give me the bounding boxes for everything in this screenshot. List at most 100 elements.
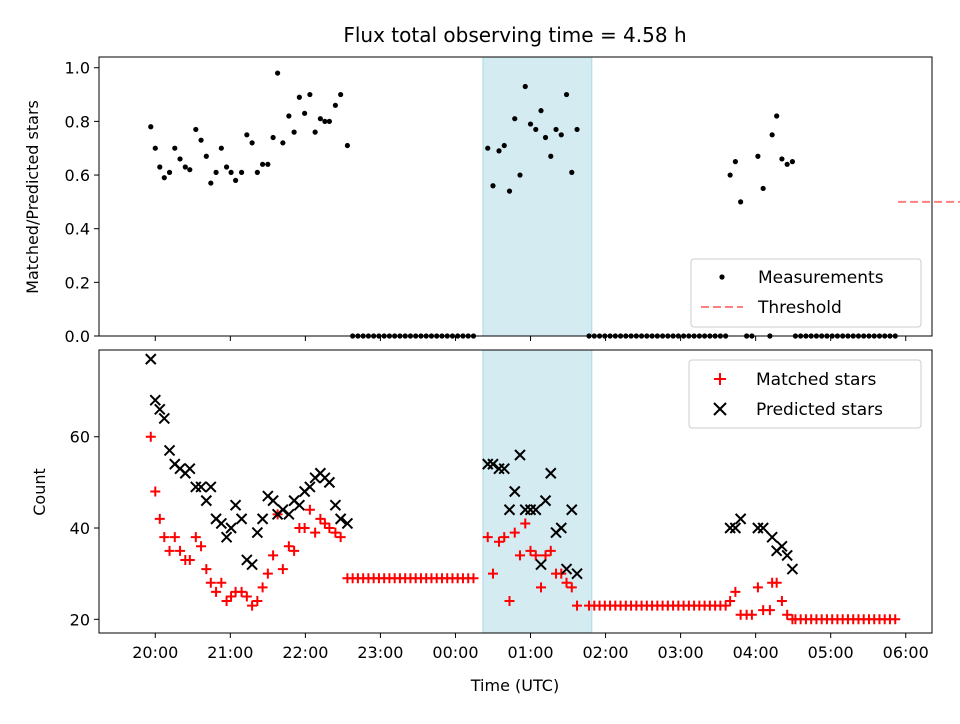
matched-star-point: [154, 513, 165, 524]
count-y-axis-label: Count: [30, 468, 49, 516]
measurement-point: [275, 70, 281, 76]
predicted-star-point: [329, 499, 342, 511]
measurement-point: [517, 172, 523, 178]
measurement-point: [789, 159, 796, 165]
x-tick-label: 01:00: [507, 643, 553, 662]
measurement-point: [569, 169, 575, 175]
matched-star-point: [277, 564, 288, 575]
matched-star-point: [746, 609, 757, 620]
matched-star-point: [184, 554, 195, 565]
measurement-point: [228, 169, 234, 175]
matched-star-point: [262, 568, 273, 579]
predicted-star-point: [781, 549, 793, 562]
x-tick-label: 23:00: [357, 643, 403, 662]
ratio-legend-box: [690, 258, 922, 328]
matched-star-point: [540, 550, 551, 561]
matched-star-point: [776, 596, 787, 607]
measurement-point: [238, 169, 245, 175]
legend-label-predicted: Predicted stars: [756, 400, 883, 420]
y-tick-label: 60: [70, 428, 90, 447]
measurement-point: [177, 156, 183, 162]
count-y-axis-ticks: 20 40 60: [70, 428, 99, 629]
predicted-star-point: [304, 481, 316, 493]
count-x-axis-ticks: 20:00 21:00 22:00 23:00 00:00 01:00 02:00 03:00…: [132, 633, 929, 662]
predicted-star-point: [283, 508, 295, 521]
matched-star-point: [890, 614, 901, 625]
predicted-star-point: [215, 517, 228, 530]
matched-star-point: [520, 518, 531, 529]
matched-star-point: [525, 545, 536, 556]
measurement-point: [307, 91, 313, 98]
matched-star-point: [782, 609, 793, 620]
matched-star-point: [764, 605, 775, 616]
measurement-point: [490, 183, 496, 189]
predicted-star-point: [535, 558, 547, 571]
matched-star-point: [164, 545, 175, 556]
predicted-star-point: [195, 481, 207, 493]
predicted-star-point: [341, 517, 354, 530]
measurements-series: [148, 70, 898, 339]
matched-star-point: [304, 504, 315, 515]
x-axis-label: Time (UTC): [470, 676, 559, 695]
observing-window-2: [482, 349, 593, 634]
predicted-star-point: [184, 462, 196, 475]
matched-star-point: [504, 596, 515, 607]
matched-star-point: [221, 596, 232, 607]
matched-star-point: [509, 527, 520, 538]
measurement-point: [538, 108, 544, 114]
matched-star-point: [205, 577, 216, 588]
measurement-point: [223, 164, 230, 170]
measurement-point: [344, 142, 350, 149]
y-tick-label: 0.8: [65, 112, 90, 131]
chart-title: Flux total observing time = 4.58 h: [343, 23, 686, 47]
legend-marker-predicted: [713, 402, 727, 416]
matched-star-point: [299, 523, 310, 534]
predicted-star-point: [293, 499, 306, 511]
predicted-star-point: [560, 563, 573, 575]
predicted-star-point: [498, 462, 510, 475]
measurement-point: [232, 177, 239, 184]
matched-star-point: [289, 545, 300, 556]
measurement-point: [760, 185, 766, 192]
matched-star-point: [315, 513, 326, 524]
matched-star-point: [487, 568, 498, 579]
measurement-point: [322, 118, 328, 124]
predicted-star-point: [734, 513, 747, 525]
measurement-point: [193, 126, 199, 133]
measurement-point: [548, 153, 554, 159]
measurement-point: [522, 83, 528, 90]
predicted-star-point: [571, 567, 583, 580]
measurement-point: [286, 113, 292, 119]
y-tick-label: 0.6: [65, 166, 90, 185]
x-tick-label: 03:00: [658, 643, 704, 662]
predicted-star-point: [229, 499, 242, 511]
matched-star-point: [536, 582, 547, 593]
count-legend: Matched stars Predicted stars: [688, 359, 922, 429]
predicted-star-point: [246, 558, 258, 571]
measurement-point: [501, 142, 507, 149]
measurement-point: [291, 129, 297, 135]
measurement-point: [166, 169, 173, 175]
predicted-star-point: [766, 531, 778, 543]
measurement-point: [332, 102, 338, 108]
matched-star-point: [725, 596, 736, 607]
x-tick-label: 04:00: [733, 643, 779, 662]
x-tick-label: 20:00: [132, 643, 178, 662]
x-tick-label: 05:00: [808, 643, 854, 662]
matched-star-point: [226, 591, 237, 602]
observing-window-2: [482, 56, 593, 337]
measurement-point: [738, 199, 744, 205]
predicted-star-point: [786, 563, 799, 575]
predicted-star-point: [205, 481, 217, 493]
predicted-star-point: [776, 540, 788, 552]
predicted-star-point: [555, 522, 567, 534]
y-tick-label: 40: [70, 519, 90, 538]
measurement-point: [254, 169, 260, 175]
legend-label-matched: Matched stars: [756, 370, 876, 390]
ratio-panel: 0.0 0.2 0.4 0.6 0.8 1.0 Flux total observing …: [23, 23, 960, 346]
ratio-x-axis-ticks: [154, 336, 907, 341]
matched-star-point: [252, 596, 263, 607]
predicted-star-point: [487, 458, 499, 470]
measurement-point: [553, 126, 559, 133]
